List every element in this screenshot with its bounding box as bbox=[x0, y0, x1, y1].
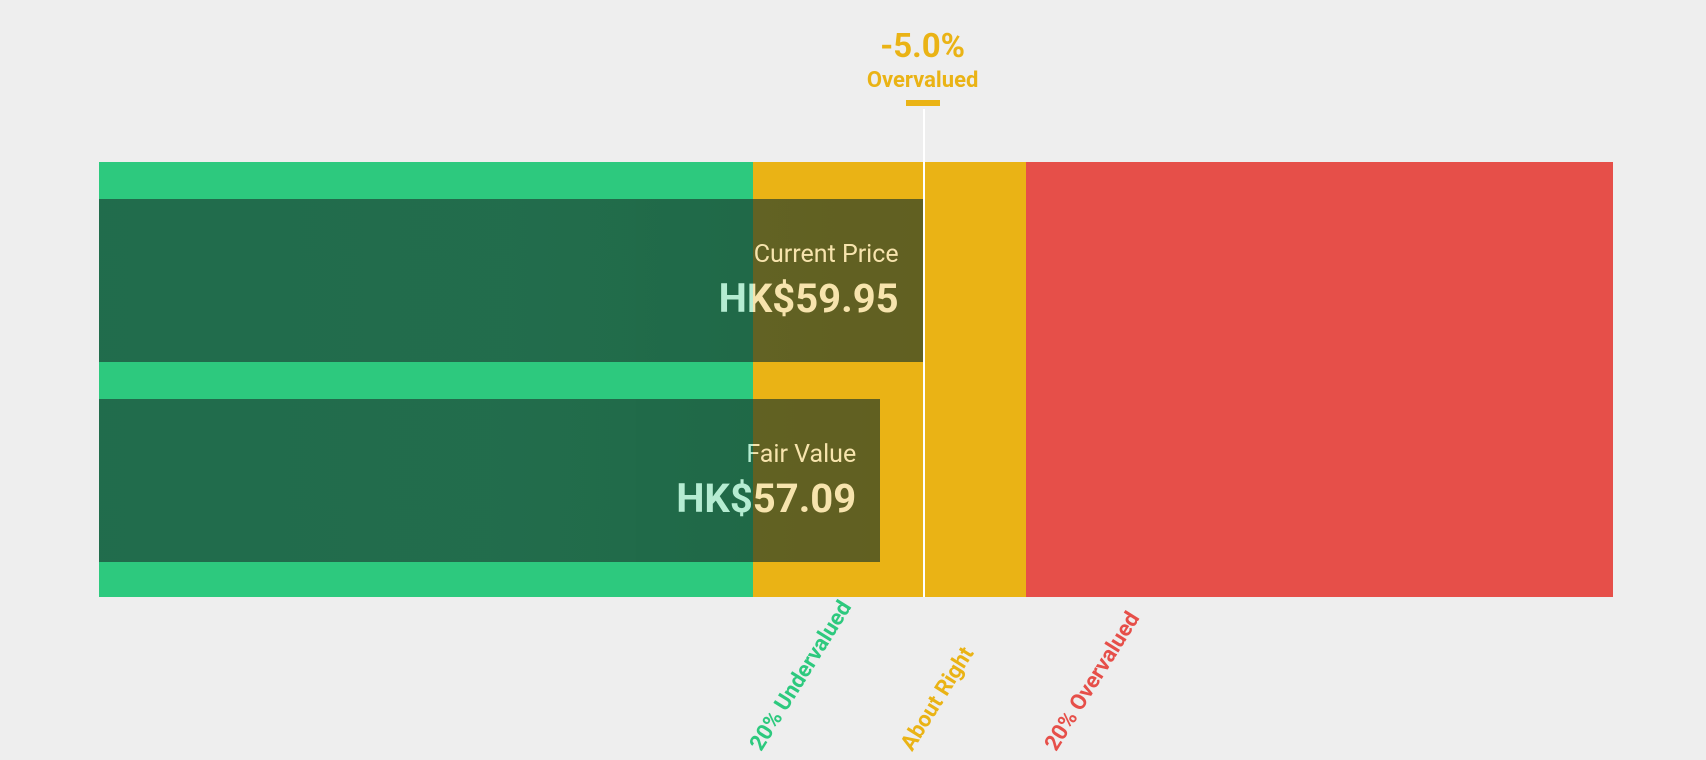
bar-current-price-text: Current Price HK$59.95 bbox=[719, 240, 899, 322]
current-price-value: HK$59.95 bbox=[719, 275, 899, 322]
current-price-label: Current Price bbox=[719, 240, 899, 269]
indicator-label: -5.0% Overvalued bbox=[867, 27, 978, 93]
indicator-status: Overvalued bbox=[867, 68, 978, 93]
valuation-chart: Current Price HK$59.95 Fair Value HK$57.… bbox=[99, 162, 1613, 597]
fair-value-value: HK$57.09 bbox=[676, 475, 856, 522]
bar-current-price: Current Price HK$59.95 bbox=[99, 199, 1613, 362]
zone-label-overvalued: 20% Overvalued bbox=[1040, 608, 1145, 756]
bar-current-price-fill: Current Price HK$59.95 bbox=[99, 199, 923, 362]
bar-fair-value-text: Fair Value HK$57.09 bbox=[676, 440, 856, 522]
indicator-percent: -5.0% bbox=[867, 27, 978, 66]
bar-fair-value-fill: Fair Value HK$57.09 bbox=[99, 399, 880, 562]
zone-label-undervalued: 20% Undervalued bbox=[745, 597, 857, 756]
zone-label-about-right: About Right bbox=[896, 643, 979, 756]
indicator-line bbox=[923, 109, 925, 597]
fair-value-label: Fair Value bbox=[676, 440, 856, 469]
indicator-cap bbox=[906, 100, 940, 106]
bar-fair-value: Fair Value HK$57.09 bbox=[99, 399, 1613, 562]
